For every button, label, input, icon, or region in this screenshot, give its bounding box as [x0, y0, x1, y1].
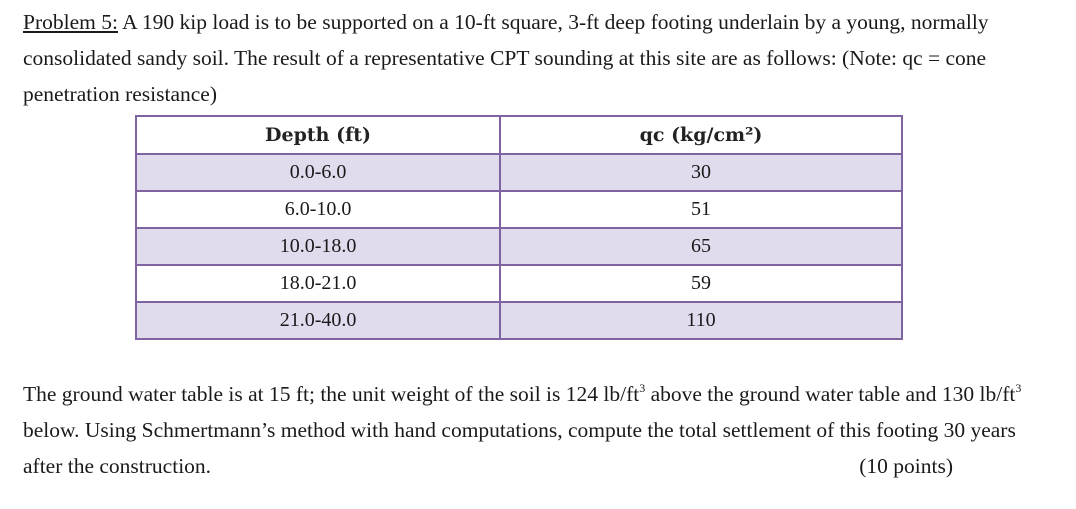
- exponent-cubed: 3: [1015, 381, 1022, 395]
- table-row: 18.0-21.0 59: [134, 264, 903, 303]
- qc-cell: 51: [499, 190, 903, 229]
- table-row: 6.0-10.0 51: [134, 190, 903, 229]
- closing-text-part3: below. Using Schmertmann’s method with h…: [23, 418, 1016, 478]
- closing-statement: The ground water table is at 15 ft; the …: [23, 376, 1023, 484]
- depth-cell: 6.0-10.0: [134, 190, 502, 229]
- closing-text-part1: The ground water table is at 15 ft; the …: [23, 382, 640, 406]
- problem-label: Problem 5:: [23, 10, 118, 34]
- header-depth: Depth (ft): [134, 115, 502, 155]
- table-header-row: Depth (ft) qc (kg/cm²): [134, 115, 903, 155]
- table-row: 10.0-18.0 65: [134, 227, 903, 266]
- points-label: (10 points): [859, 454, 953, 478]
- closing-text-part2: above the ground water table and 130 lb/…: [645, 382, 1016, 406]
- problem-statement: Problem 5: A 190 kip load is to be suppo…: [23, 4, 1023, 112]
- depth-cell: 21.0-40.0: [134, 301, 502, 340]
- table-row: 21.0-40.0 110: [134, 301, 903, 340]
- depth-cell: 18.0-21.0: [134, 264, 502, 303]
- qc-cell: 30: [499, 153, 903, 192]
- problem-intro-text: A 190 kip load is to be supported on a 1…: [23, 10, 989, 106]
- exponent-cubed: 3: [639, 381, 646, 395]
- table-row: 0.0-6.0 30: [134, 153, 903, 192]
- depth-cell: 10.0-18.0: [134, 227, 502, 266]
- qc-cell: 65: [499, 227, 903, 266]
- cpt-data-table: Depth (ft) qc (kg/cm²) 0.0-6.0 30 6.0-10…: [134, 115, 903, 340]
- depth-cell: 0.0-6.0: [134, 153, 502, 192]
- qc-cell: 110: [499, 301, 903, 340]
- header-qc: qc (kg/cm²): [499, 115, 903, 155]
- qc-cell: 59: [499, 264, 903, 303]
